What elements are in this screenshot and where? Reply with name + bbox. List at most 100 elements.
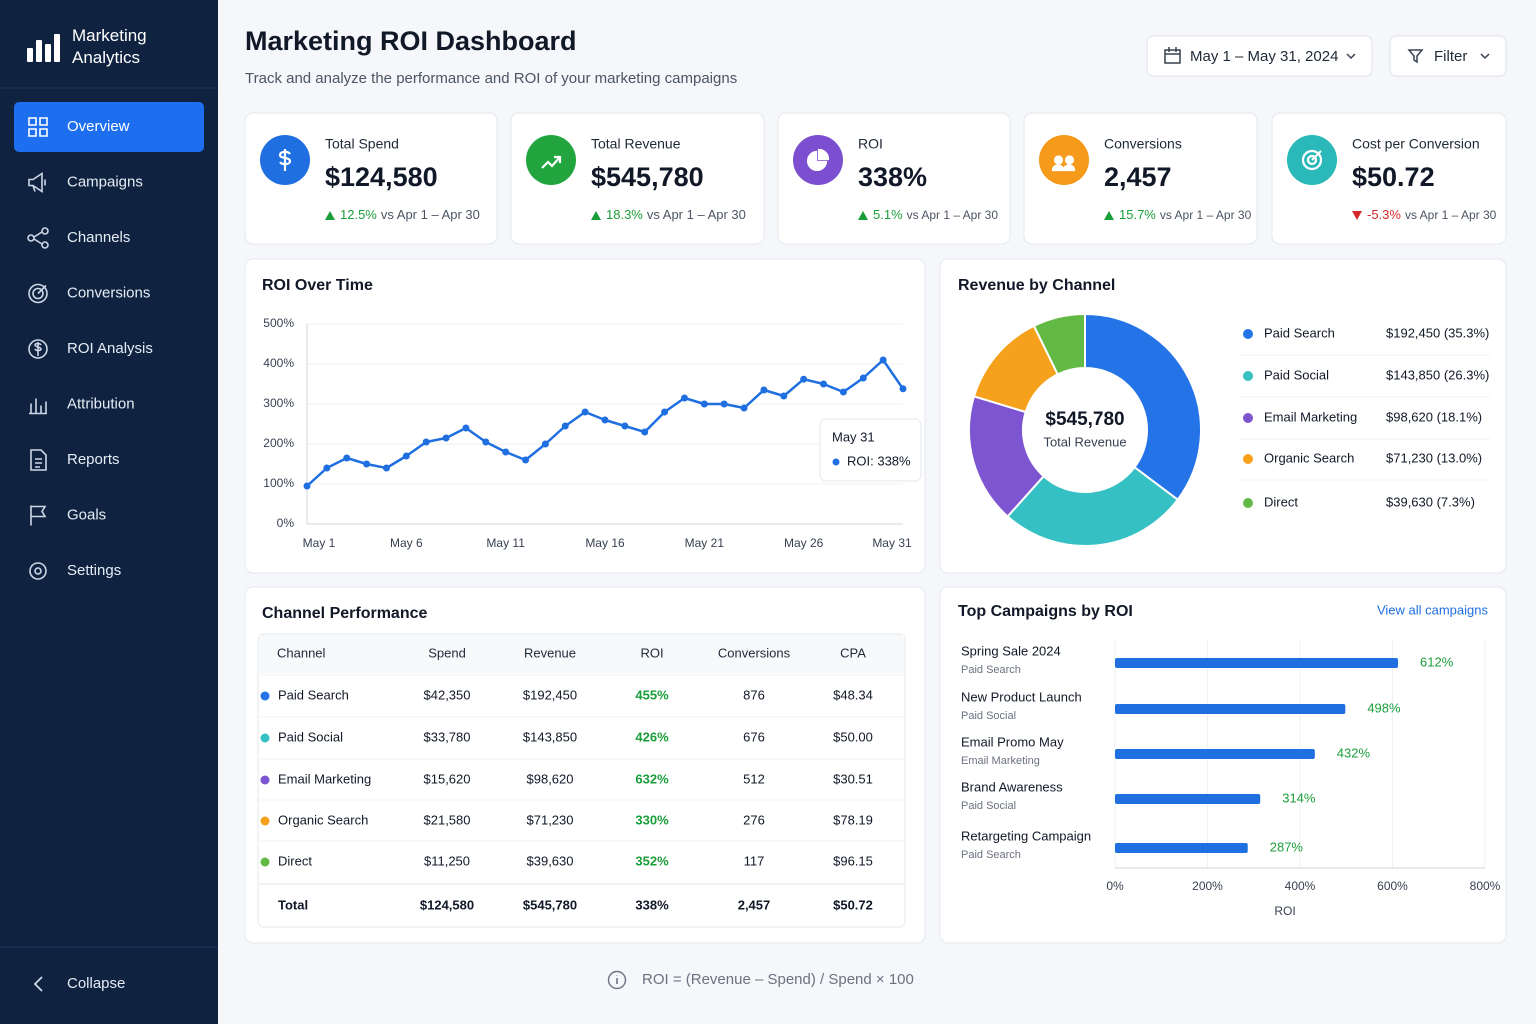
bar-value-label: 612%	[1420, 654, 1454, 669]
table-cell: $33,780	[424, 729, 471, 744]
kpi-value: 2,457	[1104, 162, 1172, 192]
card-title: ROI Over Time	[262, 277, 373, 294]
table-cell: $143,850	[523, 729, 577, 744]
brand-name: Marketing Analytics	[72, 26, 147, 67]
roi-point	[561, 422, 569, 430]
collapse[interactable]: Collapse	[67, 975, 125, 992]
row-dot	[260, 733, 270, 743]
roi-point	[303, 482, 311, 490]
nav-item[interactable]: Goals	[67, 506, 106, 523]
nav-icon	[30, 505, 47, 526]
roi-point	[442, 434, 450, 442]
campaign-name: New Product Launch	[961, 689, 1082, 704]
total-cell: Total	[278, 897, 308, 912]
table-cell: $11,250	[424, 853, 470, 868]
donut-segment	[1006, 465, 1180, 547]
x-tick-label: 0%	[1106, 879, 1124, 893]
column-header: CPA	[840, 645, 866, 660]
total-cell: $545,780	[523, 897, 577, 912]
y-tick-label: 500%	[263, 316, 294, 330]
roi-point	[522, 456, 530, 464]
bar-value-label: 287%	[1270, 839, 1304, 854]
roi-point	[541, 440, 549, 448]
campaign-channel: Paid Social	[961, 800, 1016, 812]
page-subtitle: Track and analyze the performance and RO…	[245, 70, 737, 87]
card-title: Top Campaigns by ROI	[958, 603, 1133, 620]
legend-name: Email Marketing	[1264, 409, 1357, 424]
info-icon	[607, 970, 627, 990]
nav-item[interactable]: Attribution	[67, 395, 135, 412]
nav-item[interactable]: Conversions	[67, 284, 150, 301]
roi-point	[502, 448, 510, 456]
collapse-icon	[33, 976, 43, 992]
row-dot	[260, 816, 270, 826]
column-header: Spend	[428, 645, 466, 660]
view-all-link[interactable]: View all campaigns	[1377, 602, 1489, 617]
roi-point	[740, 404, 748, 412]
kpi-change: -5.3% vs Apr 1 – Apr 30	[1367, 207, 1497, 222]
bar	[1115, 749, 1315, 759]
legend-dot	[1243, 413, 1253, 423]
roi-point	[879, 356, 887, 364]
filter-icon	[1407, 49, 1424, 64]
kpi-card	[510, 112, 765, 245]
legend-dot	[1243, 498, 1253, 508]
nav-item[interactable]: Overview	[67, 118, 130, 135]
roi-point	[780, 392, 788, 400]
x-tick-label: 200%	[1192, 879, 1223, 893]
table-cell: $15,620	[424, 771, 471, 786]
table-cell: $98,620	[527, 771, 574, 786]
change-comparison: vs Apr 1 – Apr 30	[647, 207, 746, 222]
x-tick-label: May 6	[390, 536, 423, 550]
column-header: Revenue	[524, 645, 576, 660]
nav-item[interactable]: ROI Analysis	[67, 340, 153, 357]
table-frame	[257, 633, 906, 928]
trend-arrow	[858, 211, 868, 220]
campaign-channel: Paid Social	[961, 710, 1016, 722]
kpi-glyph	[1301, 149, 1323, 171]
filter-label[interactable]: Filter	[1434, 48, 1467, 65]
donut-center-value: $545,780	[1045, 409, 1124, 430]
y-tick-label: 200%	[263, 436, 294, 450]
column-header: ROI	[640, 645, 663, 660]
date-button[interactable]	[1146, 35, 1373, 77]
y-tick-label: 400%	[263, 356, 294, 370]
roi-point	[422, 438, 430, 446]
legend-dot	[1243, 454, 1253, 464]
kpi-glyph	[278, 149, 292, 171]
nav-item[interactable]: Channels	[67, 229, 130, 246]
legend-value: $192,450 (35.3%)	[1386, 325, 1489, 340]
table-cell: 426%	[635, 729, 669, 744]
nav-icon	[29, 398, 47, 415]
roi-point	[720, 400, 728, 408]
calendar-icon	[1164, 47, 1181, 64]
nav-item[interactable]: Settings	[67, 562, 121, 579]
change-value: 12.5%	[340, 207, 377, 222]
campaign-channel: Paid Search	[961, 664, 1021, 676]
change-comparison: vs Apr 1 – Apr 30	[381, 207, 480, 222]
tooltip-title: May 31	[832, 429, 875, 444]
kpi-label: Total Spend	[325, 136, 399, 152]
bar-value-label: 432%	[1337, 745, 1371, 760]
filter-button[interactable]	[1389, 35, 1507, 77]
nav-item[interactable]: Reports	[67, 451, 120, 468]
roi-point	[661, 408, 669, 416]
campaign-channel: Paid Search	[961, 849, 1021, 861]
table-cell: $96.15	[833, 853, 873, 868]
date-range[interactable]: May 1 – May 31, 2024	[1190, 48, 1338, 65]
change-value: 18.3%	[606, 207, 643, 222]
donut-segment	[1032, 312, 1086, 376]
y-tick-label: 300%	[263, 396, 294, 410]
roi-point	[641, 428, 649, 436]
nav-item[interactable]: Campaigns	[67, 173, 143, 190]
kpi-label: Total Revenue	[591, 136, 681, 152]
kpi-change: 18.3% vs Apr 1 – Apr 30	[606, 207, 746, 222]
roi-point	[899, 385, 907, 393]
nav-icon	[29, 562, 47, 580]
y-tick-label: 0%	[277, 516, 295, 530]
kpi-value: $50.72	[1352, 162, 1435, 192]
table-cell: 876	[743, 687, 765, 702]
table-cell: 276	[743, 812, 765, 827]
roi-point	[581, 408, 589, 416]
kpi-value: $545,780	[591, 162, 704, 192]
